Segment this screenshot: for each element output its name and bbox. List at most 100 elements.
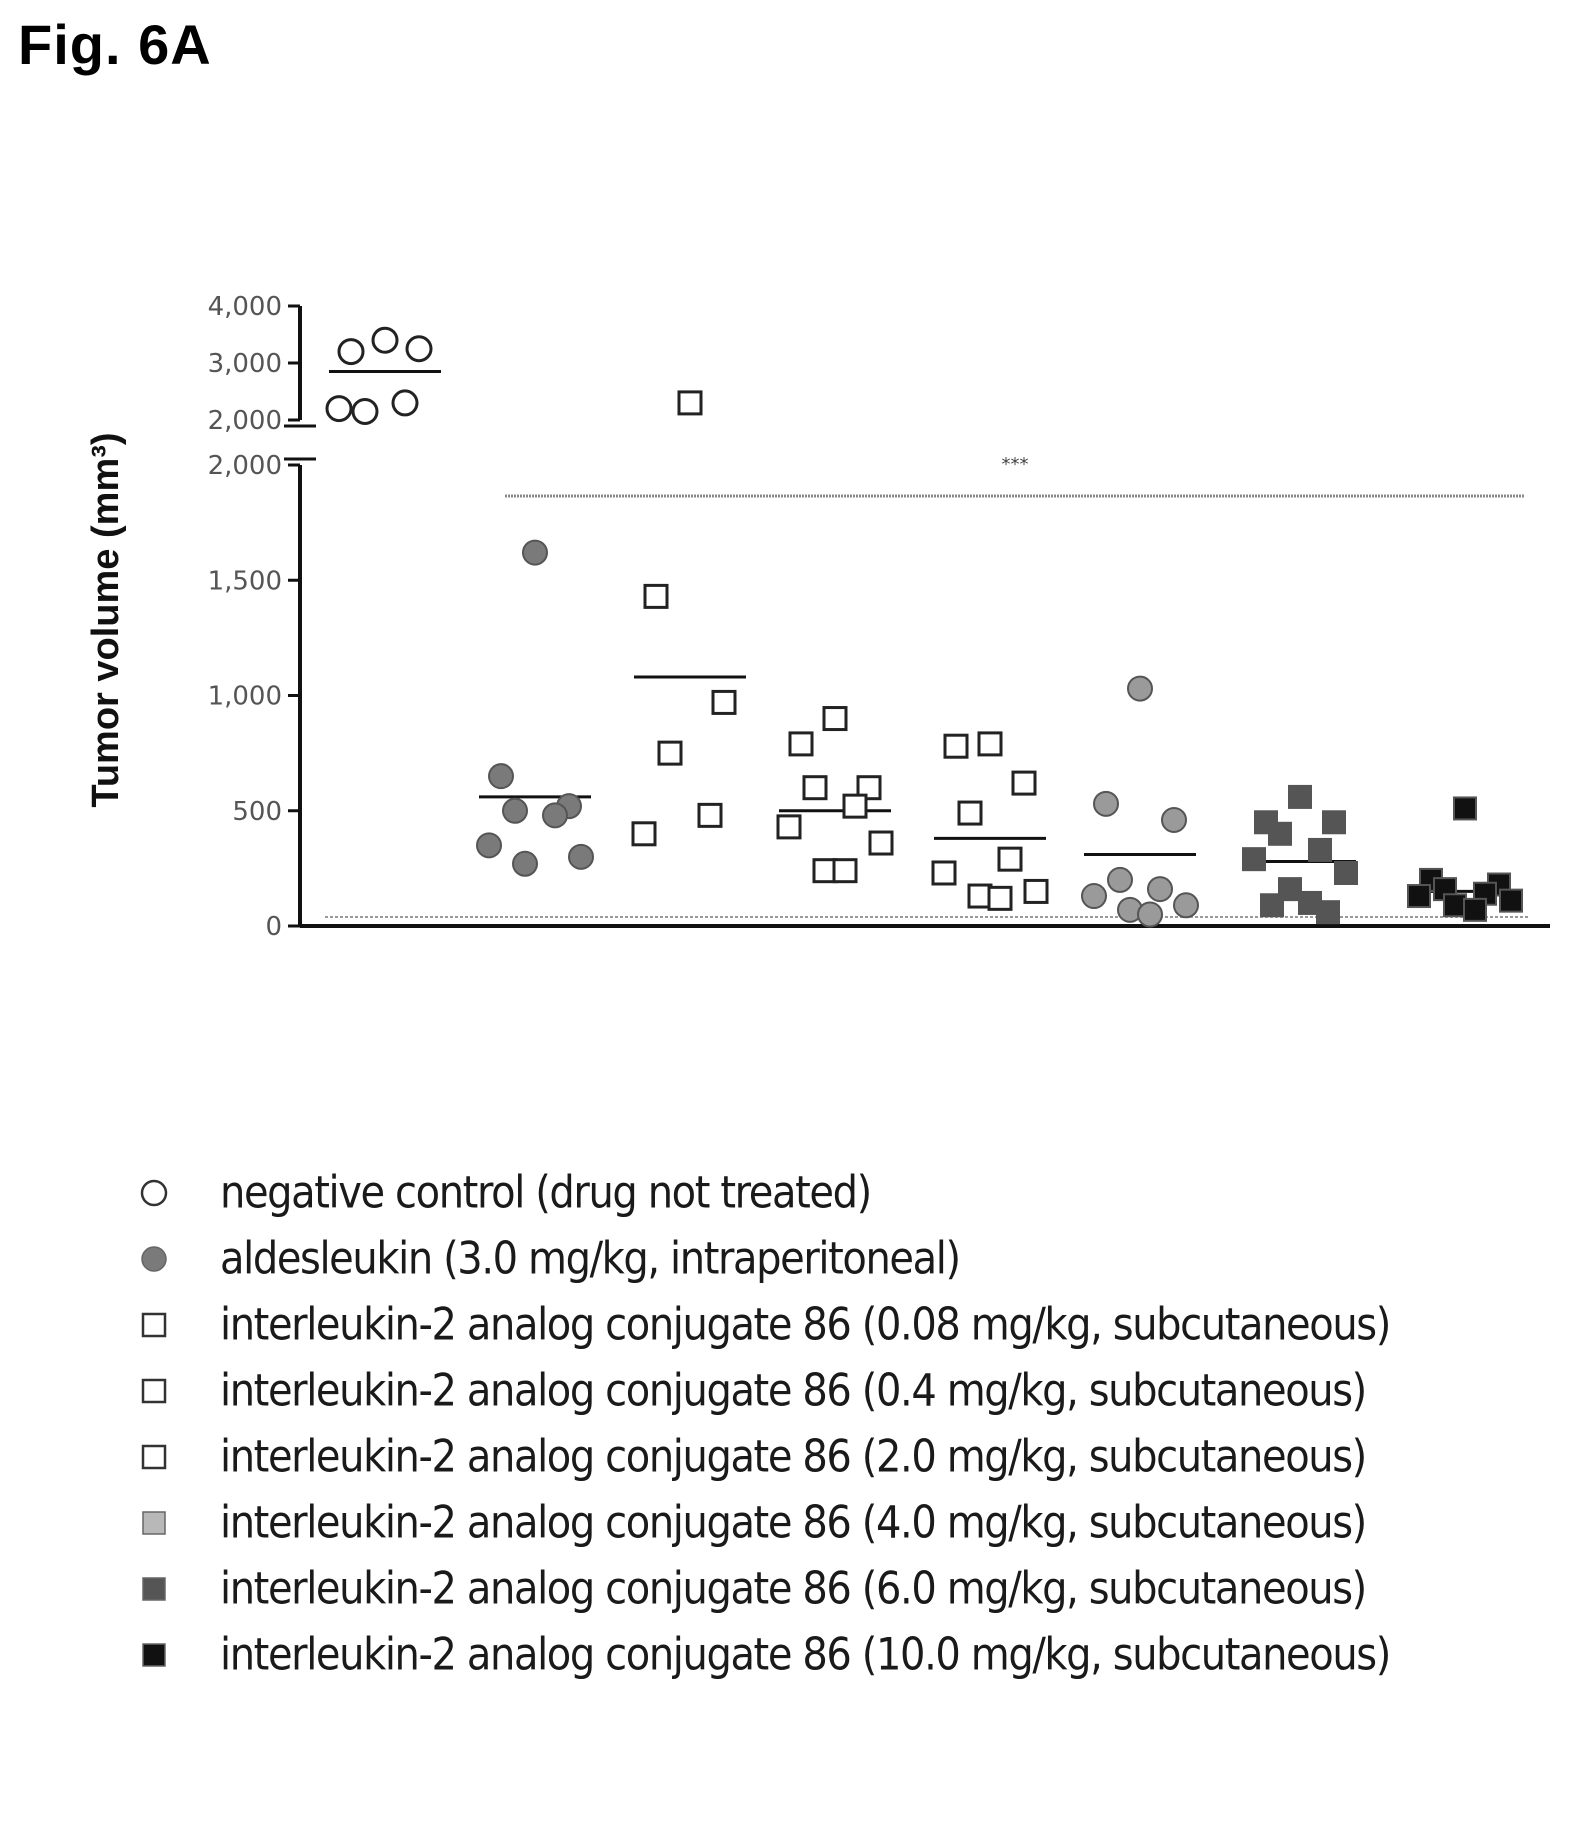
- scatter-plot: 0 500 1,000 1,500 2,000 2,000 3,000 4,000 Tumor …: [85, 292, 1550, 942]
- series-group: [325, 326, 433, 425]
- data-point: [977, 731, 1003, 757]
- data-point: [788, 731, 814, 757]
- legend-marker-shape: [140, 1179, 168, 1207]
- data-point: [1127, 675, 1153, 702]
- y-tick-label: 0: [265, 912, 282, 942]
- data-point: [677, 390, 703, 416]
- data-point: [542, 802, 568, 829]
- legend-square-marker-icon: [142, 1511, 166, 1535]
- y-tick-label: 4,000: [208, 292, 282, 322]
- data-point: [1463, 897, 1487, 922]
- series-group: [476, 539, 594, 877]
- legend-item: interleukin-2 analog conjugate 86 (6.0 m…: [130, 1556, 1570, 1622]
- significance-annotation: ***: [505, 454, 1525, 498]
- data-point: [1407, 884, 1431, 909]
- data-point: [997, 846, 1023, 872]
- data-point: [957, 800, 983, 826]
- data-point: [1081, 883, 1107, 910]
- legend-label: aldesleukin (3.0 mg/kg, intraperitoneal): [220, 1233, 961, 1285]
- series-group: [931, 731, 1049, 911]
- data-point: [1316, 900, 1340, 925]
- series-group: [1081, 675, 1199, 928]
- legend-marker-shape: [141, 1378, 167, 1404]
- legend-square-marker-icon: [141, 1378, 167, 1404]
- data-point: [1268, 821, 1292, 846]
- legend-label: interleukin-2 analog conjugate 86 (6.0 m…: [220, 1563, 1367, 1615]
- legend-marker-shape: [141, 1444, 167, 1470]
- data-point: [1093, 790, 1119, 817]
- legend-square-marker-icon: [142, 1643, 166, 1667]
- data-point: [1023, 878, 1049, 904]
- series-group: [1407, 796, 1523, 922]
- data-point: [476, 832, 502, 859]
- legend-marker-shape: [142, 1511, 166, 1535]
- legend-label: interleukin-2 analog conjugate 86 (0.4 m…: [220, 1365, 1367, 1417]
- data-point: [1278, 877, 1302, 902]
- data-point: [1499, 888, 1523, 913]
- legend: negative control (drug not treated) aldes…: [130, 1160, 1570, 1688]
- legend-item: interleukin-2 analog conjugate 86 (10.0 …: [130, 1622, 1570, 1688]
- legend-marker-shape: [142, 1643, 166, 1667]
- data-point: [1147, 876, 1173, 903]
- axes: 0 500 1,000 1,500 2,000 2,000 3,000 4,000 Tumor …: [85, 292, 1550, 942]
- data-point: [1260, 893, 1284, 918]
- legend-item: negative control (drug not treated): [130, 1160, 1570, 1226]
- data-point: [832, 858, 858, 884]
- y-tick-label: 500: [232, 797, 282, 827]
- legend-square-marker-icon: [141, 1444, 167, 1470]
- data-point: [643, 583, 669, 609]
- legend-label: interleukin-2 analog conjugate 86 (4.0 m…: [220, 1497, 1367, 1549]
- data-point: [1334, 860, 1358, 885]
- legend-marker-shape: [141, 1246, 167, 1272]
- data-point: [1443, 893, 1467, 918]
- data-point: [1173, 892, 1199, 919]
- data-point: [931, 860, 957, 886]
- figure-title: Fig. 6A: [18, 13, 212, 76]
- series-group: [1242, 784, 1358, 925]
- data-point: [371, 326, 399, 354]
- legend-item: interleukin-2 analog conjugate 86 (0.08 …: [130, 1292, 1570, 1358]
- significance-label: ***: [1002, 454, 1029, 475]
- y-tick-label: 3,000: [208, 349, 282, 379]
- data-point: [568, 843, 594, 870]
- y-axis-label: Tumor volume (mm³): [85, 432, 127, 807]
- data-point: [391, 389, 419, 417]
- legend-square-marker-icon: [141, 1312, 167, 1338]
- data-point: [1308, 837, 1332, 862]
- legend-marker-shape: [141, 1312, 167, 1338]
- data-point: [337, 338, 365, 366]
- legend-circle-marker-icon: [140, 1179, 168, 1207]
- legend-circle-marker-icon: [141, 1246, 167, 1272]
- data-point: [512, 850, 538, 877]
- data-points: [325, 326, 1523, 928]
- data-point: [405, 335, 433, 363]
- series-group: [631, 390, 737, 847]
- data-point: [522, 539, 548, 566]
- y-tick-label: 1,500: [208, 566, 282, 596]
- data-point: [697, 802, 723, 828]
- data-point: [822, 706, 848, 732]
- legend-item: aldesleukin (3.0 mg/kg, intraperitoneal): [130, 1226, 1570, 1292]
- data-point: [1011, 770, 1037, 796]
- data-point: [842, 793, 868, 819]
- legend-marker-shape: [142, 1577, 166, 1601]
- data-point: [1288, 784, 1312, 809]
- legend-label: interleukin-2 analog conjugate 86 (2.0 m…: [220, 1431, 1367, 1483]
- data-point: [868, 830, 894, 856]
- data-point: [325, 395, 353, 423]
- data-point: [1242, 847, 1266, 872]
- data-point: [488, 763, 514, 790]
- data-point: [987, 885, 1013, 911]
- data-point: [351, 397, 379, 425]
- data-point: [1137, 901, 1163, 928]
- data-point: [631, 821, 657, 847]
- legend-item: interleukin-2 analog conjugate 86 (0.4 m…: [130, 1358, 1570, 1424]
- legend-item: interleukin-2 analog conjugate 86 (4.0 m…: [130, 1490, 1570, 1556]
- data-point: [856, 775, 882, 801]
- data-point: [1322, 810, 1346, 835]
- legend-item: interleukin-2 analog conjugate 86 (2.0 m…: [130, 1424, 1570, 1490]
- y-tick-label: 1,000: [208, 682, 282, 712]
- data-point: [502, 797, 528, 824]
- data-point: [657, 740, 683, 766]
- data-point: [1107, 866, 1133, 893]
